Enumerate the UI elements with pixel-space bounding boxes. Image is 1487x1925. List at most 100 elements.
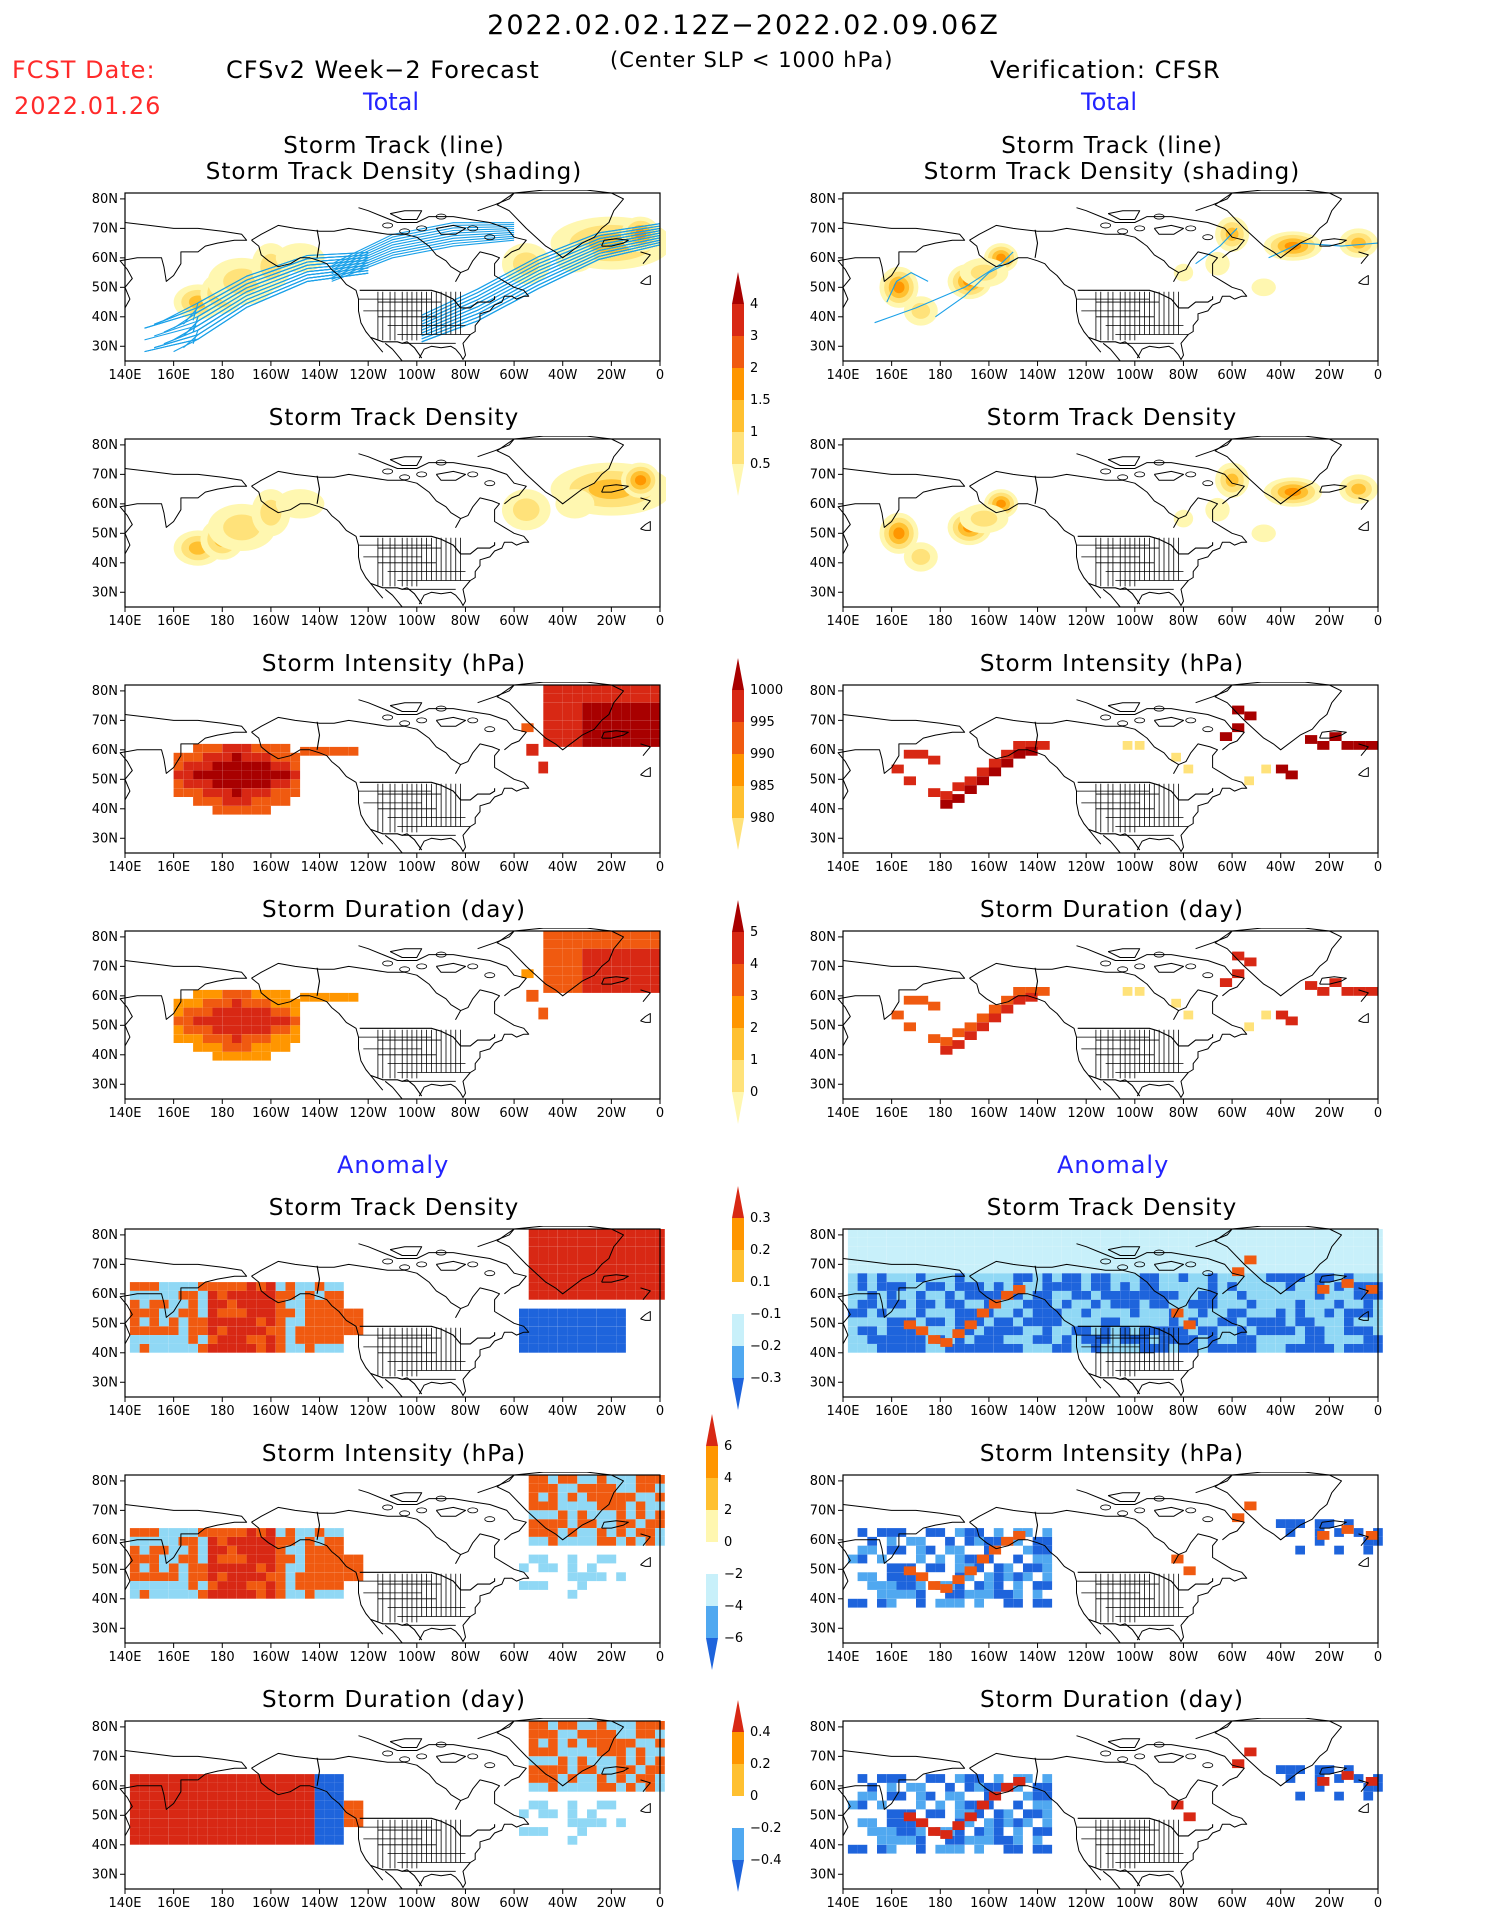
lon-tick-label: 120W (1067, 1896, 1105, 1911)
lon-tick-label: 0 (656, 1650, 664, 1665)
lon-tick-label: 160W (970, 368, 1008, 383)
fcst-track-map: 80N 70N 60N 50N 40N 30N 140E 160E 180 160W 140W 120… (80, 190, 666, 386)
lon-tick-label: 40W (548, 1650, 578, 1665)
lat-tick-label: 30N (92, 585, 118, 600)
colorbar-tick-label: 0 (724, 1535, 732, 1550)
lon-tick-label: 20W (1315, 860, 1345, 875)
lat-tick-label: 80N (810, 1228, 836, 1243)
lon-tick-label: 80W (1169, 1896, 1199, 1911)
lon-tick-label: 0 (656, 1896, 664, 1911)
colorbar-tick-label: 990 (750, 747, 775, 762)
title-obs-track-shading: Storm Track Density (shading) (923, 159, 1301, 185)
colorbar-tick-label: 1 (750, 425, 758, 440)
lon-tick-label: 60W (1217, 1650, 1247, 1665)
lon-tick-label: 80W (1169, 1106, 1199, 1121)
obs-duration-map: 80N 70N 60N 50N 40N 30N 140E 160E 180 160W 140W 120… (798, 928, 1384, 1124)
obs-intensity-anomaly-map: 80N 70N 60N 50N 40N 30N 140E 160E 180 160W 140W 120… (798, 1472, 1384, 1668)
lon-tick-label: 120W (1067, 1650, 1105, 1665)
lon-tick-label: 160E (157, 860, 190, 875)
colorbar-tick-label: −0.3 (750, 1371, 782, 1386)
lon-tick-label: 100W (1116, 860, 1154, 875)
lon-tick-label: 160W (970, 1896, 1008, 1911)
lat-tick-label: 70N (92, 713, 118, 728)
lat-tick-label: 40N (92, 1838, 118, 1853)
title-fcst-density: Storm Track Density (268, 405, 520, 431)
lon-tick-label: 140W (301, 1106, 339, 1121)
lat-tick-label: 80N (92, 684, 118, 699)
lon-tick-label: 180 (210, 368, 235, 383)
lon-tick-label: 60W (1217, 860, 1247, 875)
lat-tick-label: 40N (92, 310, 118, 325)
lon-tick-label: 140E (108, 1896, 141, 1911)
colorbar-tick-label: −4 (724, 1599, 743, 1614)
slp-condition: (Center SLP < 1000 hPa) (610, 48, 894, 72)
colorbar-tick-label: 0.2 (750, 1243, 771, 1258)
lon-tick-label: 20W (597, 860, 627, 875)
lon-tick-label: 180 (210, 1404, 235, 1419)
lon-tick-label: 140W (301, 1404, 339, 1419)
lon-tick-label: 80W (1169, 368, 1199, 383)
colorbar-tick-label: 995 (750, 715, 775, 730)
lat-tick-label: 40N (810, 1838, 836, 1853)
lat-tick-label: 30N (810, 339, 836, 354)
lat-tick-label: 80N (810, 438, 836, 453)
lat-tick-label: 40N (810, 1592, 836, 1607)
lon-tick-label: 20W (597, 1650, 627, 1665)
lon-tick-label: 20W (1315, 1106, 1345, 1121)
verification-title: Verification: CFSR (990, 56, 1221, 84)
lon-tick-label: 0 (656, 860, 664, 875)
lat-tick-label: 70N (810, 221, 836, 236)
date-range-title: 2022.02.02.12Z−2022.02.09.06Z (487, 10, 1000, 41)
lon-tick-label: 160E (157, 368, 190, 383)
lon-tick-label: 80W (1169, 860, 1199, 875)
colorbar-tick-label: −0.1 (750, 1307, 782, 1322)
lon-tick-label: 180 (210, 860, 235, 875)
lon-tick-label: 140E (108, 860, 141, 875)
lon-tick-label: 160W (252, 1404, 290, 1419)
lon-tick-label: 100W (1116, 1106, 1154, 1121)
lon-tick-label: 140W (1019, 1896, 1057, 1911)
lon-tick-label: 40W (1266, 1650, 1296, 1665)
fcst-density-anomaly-map: 80N 70N 60N 50N 40N 30N 140E 160E 180 160W 140W 120… (80, 1226, 666, 1422)
title-fcst-duration: Storm Duration (day) (262, 897, 526, 923)
lat-tick-label: 40N (810, 310, 836, 325)
title-obs-duration-anom: Storm Duration (day) (980, 1687, 1244, 1713)
lon-tick-label: 0 (1374, 614, 1382, 629)
intensity-anomaly-colorbar: 6 4 2 0 −2 −4 −6 (698, 1404, 778, 1680)
lat-tick-label: 40N (810, 1048, 836, 1063)
title-obs-intensity: Storm Intensity (hPa) (979, 651, 1245, 677)
lon-tick-label: 140W (1019, 1650, 1057, 1665)
lon-tick-label: 160W (970, 614, 1008, 629)
lon-tick-label: 0 (1374, 1106, 1382, 1121)
lat-tick-label: 50N (810, 1018, 836, 1033)
duration-total-colorbar: 5 4 3 2 1 0 (724, 890, 804, 1134)
title-obs-density-anom: Storm Track Density (986, 1195, 1238, 1221)
obs-density-anomaly-map: 80N 70N 60N 50N 40N 30N 140E 160E 180 160W 140W 120… (798, 1226, 1384, 1422)
lat-tick-label: 30N (810, 1375, 836, 1390)
title-fcst-duration-anom: Storm Duration (day) (262, 1687, 526, 1713)
lon-tick-label: 180 (928, 1650, 953, 1665)
colorbar-tick-label: −0.2 (750, 1821, 782, 1836)
lon-tick-label: 160W (970, 1404, 1008, 1419)
lon-tick-label: 0 (1374, 1650, 1382, 1665)
lon-tick-label: 40W (548, 860, 578, 875)
lon-tick-label: 40W (548, 1896, 578, 1911)
title-fcst-density-anom: Storm Track Density (268, 1195, 520, 1221)
right-total-label: Total (1081, 88, 1138, 116)
colorbar-tick-label: 3 (750, 989, 758, 1004)
colorbar-tick-label: 0.2 (750, 1757, 771, 1772)
fcst-date-label: FCST Date: (12, 56, 156, 84)
lon-tick-label: 20W (597, 1106, 627, 1121)
left-total-label: Total (363, 88, 420, 116)
lon-tick-label: 140E (108, 1650, 141, 1665)
lat-tick-label: 50N (810, 772, 836, 787)
lon-tick-label: 180 (210, 614, 235, 629)
colorbar-tick-label: 0.5 (750, 457, 771, 472)
lat-tick-label: 50N (92, 772, 118, 787)
lon-tick-label: 180 (210, 1106, 235, 1121)
lat-tick-label: 70N (92, 959, 118, 974)
lat-tick-label: 40N (92, 556, 118, 571)
colorbar-tick-label: −2 (724, 1567, 743, 1582)
colorbar-tick-label: −6 (724, 1631, 743, 1646)
lat-tick-label: 50N (92, 1018, 118, 1033)
